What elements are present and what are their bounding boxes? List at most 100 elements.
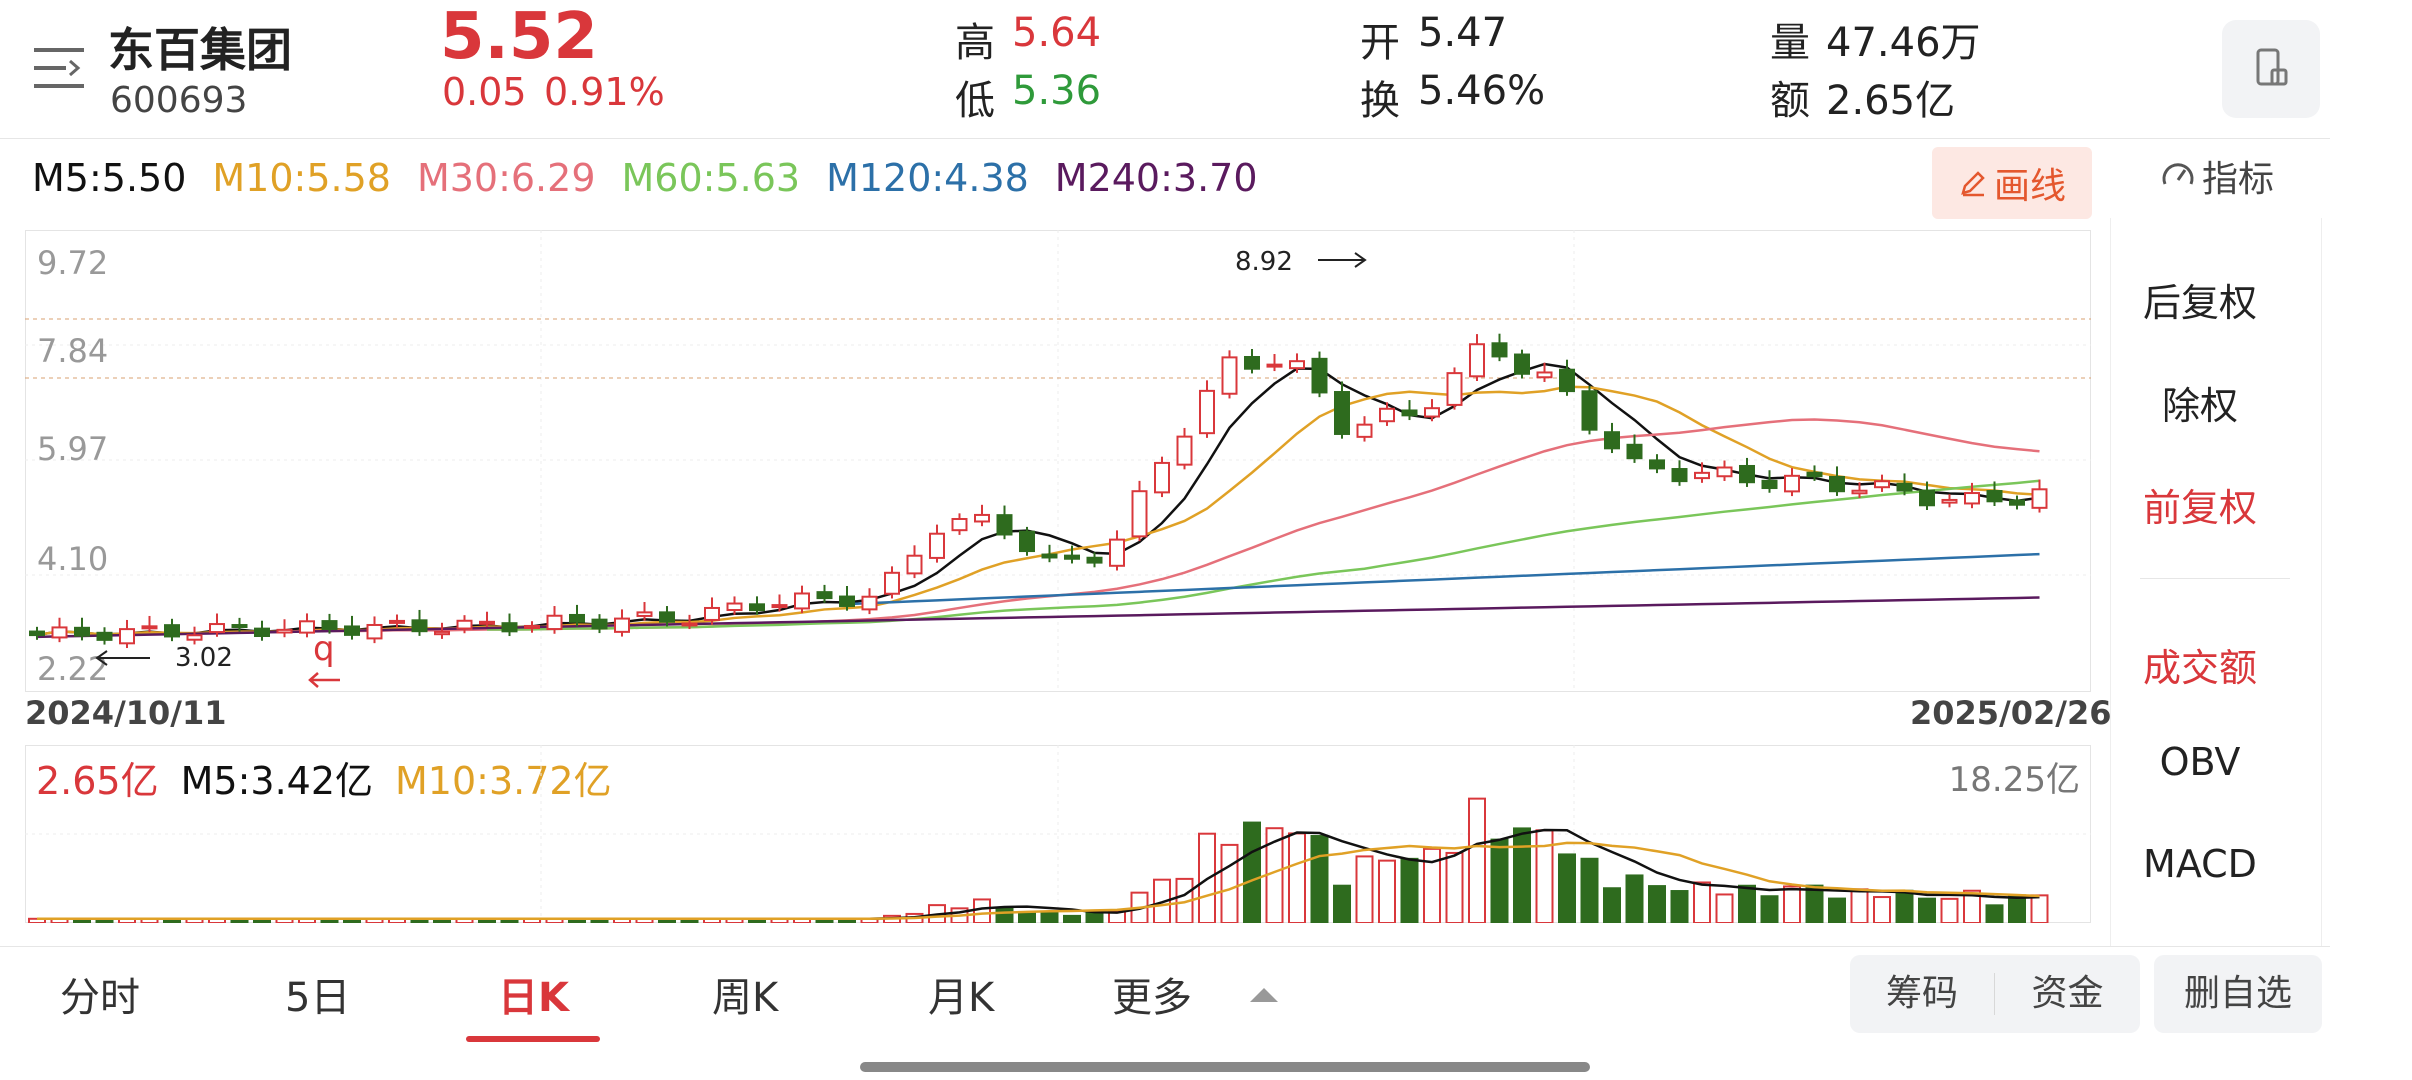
volume-value: 47.46万: [1826, 20, 1981, 66]
candle: [366, 623, 383, 640]
price-change-pct: 0.91%: [544, 70, 665, 114]
candle: [726, 602, 743, 612]
volume-chart[interactable]: [25, 745, 2091, 925]
home-indicator: [860, 1062, 1590, 1072]
candle: [1401, 409, 1418, 417]
volume-bar: [1490, 838, 1509, 924]
remove-watchlist-button[interactable]: 删自选: [2154, 955, 2322, 1033]
tab-monthly-k[interactable]: 月K: [928, 975, 995, 1021]
volume-bar: [1400, 857, 1419, 924]
stock-name: 东百集团: [108, 23, 292, 77]
turnover-value: 5.46%: [1418, 68, 1546, 114]
candle: [861, 595, 878, 611]
volume-current: 2.65亿: [36, 759, 159, 803]
menu-icon[interactable]: [32, 44, 86, 94]
candle: [1559, 368, 1575, 393]
candle: [276, 628, 293, 634]
indicator-button[interactable]: 指标: [2160, 150, 2274, 202]
volume-bar: [1288, 832, 1306, 924]
candle: [1514, 353, 1530, 375]
volume-bar: [1760, 895, 1779, 924]
low-value: 5.36: [1012, 68, 1102, 114]
volume-ma10-line: [37, 841, 2040, 921]
turnover-indicator-option[interactable]: 成交额: [2142, 646, 2257, 690]
chips-button[interactable]: 筹码: [1885, 973, 1958, 1014]
candle: [996, 514, 1013, 536]
candle: [1649, 459, 1665, 470]
ma30-legend: M30:6.29: [416, 156, 596, 200]
price-axis-label: 4.10: [37, 540, 108, 578]
volume-bar: [1940, 897, 1959, 925]
rotate-screen-button[interactable]: [2222, 20, 2320, 118]
volume-bar: [2030, 894, 2049, 924]
tab-more[interactable]: 更多: [1112, 975, 1192, 1021]
candle: [344, 625, 360, 636]
volume-svg: [25, 745, 2091, 925]
candle: [1446, 372, 1463, 406]
volume-bar: [1625, 874, 1644, 925]
arrow-left-icon: [95, 650, 150, 666]
candle: [1626, 443, 1643, 460]
candle: [1784, 474, 1800, 493]
ex-rights-option[interactable]: 除权: [2161, 384, 2238, 428]
candle: [1739, 464, 1755, 484]
phone-rotate-icon: [2256, 48, 2288, 86]
ma5-line: [36, 362, 2040, 637]
candle: [321, 620, 338, 630]
ma10-legend: M10:5.58: [212, 156, 391, 200]
candle: [456, 619, 473, 630]
draw-line-button[interactable]: 画线: [1932, 147, 2092, 219]
gauge-icon: [2162, 163, 2194, 185]
candle: [636, 611, 653, 617]
candle: [659, 611, 675, 623]
candle: [1896, 482, 1913, 492]
volume-m5: M5:3.42亿: [180, 759, 374, 803]
min-price-annotation: 3.02: [175, 643, 233, 673]
mark-arrow-icon: [308, 672, 340, 688]
tab-daily-k[interactable]: 日K: [498, 975, 569, 1021]
end-date: 2025/02/26: [1910, 694, 2112, 732]
candle: [794, 592, 810, 610]
ma5-legend: M5:5.50: [32, 156, 187, 200]
candle: [1334, 391, 1350, 435]
candle: [209, 623, 225, 634]
volume-legend: 2.65亿 M5:3.42亿 M10:3.72亿: [36, 750, 612, 805]
candle: [749, 603, 765, 612]
volume-bar: [1040, 910, 1059, 924]
obv-indicator-option[interactable]: OBV: [2159, 740, 2241, 784]
candle: [569, 613, 585, 623]
arrow-right-icon: [1318, 252, 1367, 268]
candle: [1491, 342, 1508, 358]
candle: [951, 517, 968, 532]
forward-adjust-option[interactable]: 前复权: [2142, 486, 2257, 530]
price-axis-label: 9.72: [37, 244, 108, 282]
volume-bar: [2008, 894, 2026, 925]
volume-bar: [1580, 857, 1599, 924]
volume-max-label: 18.25亿: [1948, 760, 2080, 800]
candle: [1671, 468, 1688, 483]
candle: [591, 618, 608, 630]
tab-intraday[interactable]: 分时: [60, 975, 140, 1021]
tab-weekly-k[interactable]: 周K: [712, 975, 779, 1021]
candle: [1851, 489, 1868, 495]
ma240-legend: M240:3.70: [1054, 156, 1258, 200]
funds-button[interactable]: 资金: [2031, 973, 2104, 1014]
price-change: 0.05: [442, 70, 527, 114]
candle: [434, 630, 450, 636]
tab-5day[interactable]: 5日: [285, 975, 351, 1021]
candle: [299, 620, 315, 634]
price-axis-label: 2.22: [37, 650, 108, 688]
candle: [816, 591, 833, 600]
caret-up-icon[interactable]: [1250, 988, 1278, 1002]
back-adjust-option[interactable]: 后复权: [2142, 281, 2257, 325]
candle: [1244, 355, 1260, 370]
candle: [1041, 553, 1058, 559]
macd-indicator-option[interactable]: MACD: [2143, 842, 2257, 886]
candle: [411, 619, 428, 633]
candle: [704, 606, 720, 621]
candle: [839, 595, 855, 607]
kline-chart[interactable]: 9.72 7.84 5.97 4.10 2.22 8.92 3.02 q: [25, 230, 2091, 692]
volume-bar: [1063, 914, 1081, 925]
indicator-label: 指标: [2202, 159, 2275, 200]
volume-bar: [1850, 888, 1869, 924]
